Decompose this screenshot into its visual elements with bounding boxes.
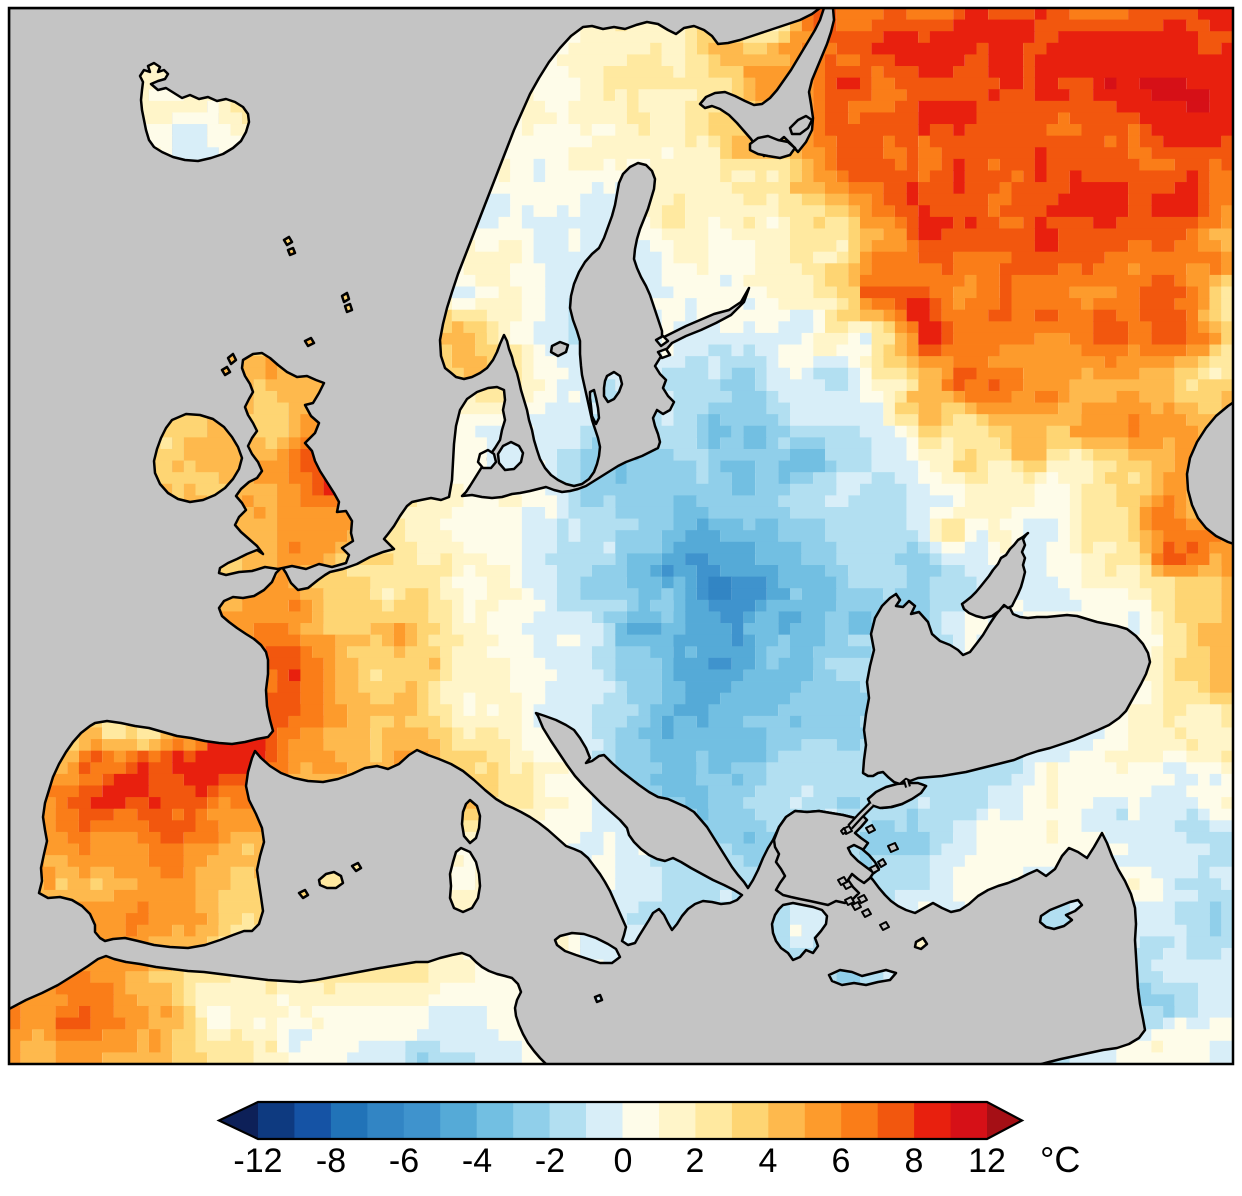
svg-text:-6: -6: [389, 1142, 419, 1180]
svg-text:2: 2: [686, 1142, 705, 1180]
svg-text:-12: -12: [233, 1142, 282, 1180]
svg-text:-4: -4: [462, 1142, 492, 1180]
svg-text:8: 8: [905, 1142, 924, 1180]
svg-text:12: 12: [968, 1142, 1006, 1180]
svg-text:-2: -2: [535, 1142, 565, 1180]
svg-text:°C: °C: [1040, 1139, 1080, 1180]
svg-text:4: 4: [759, 1142, 778, 1180]
svg-text:0: 0: [614, 1142, 633, 1180]
svg-text:6: 6: [832, 1142, 851, 1180]
svg-text:-8: -8: [316, 1142, 346, 1180]
